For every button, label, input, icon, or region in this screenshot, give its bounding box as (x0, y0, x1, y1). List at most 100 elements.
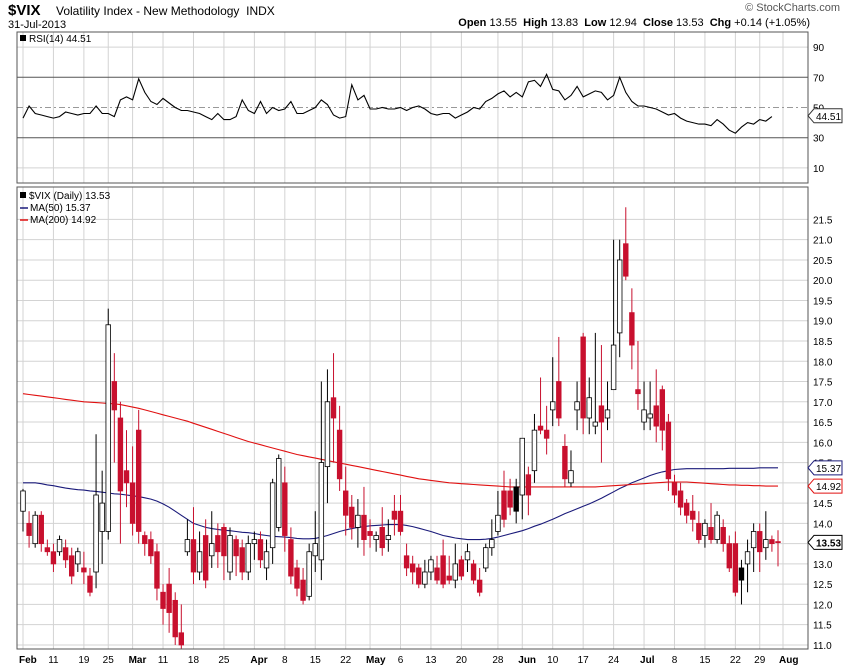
candle-body (367, 531, 373, 536)
candle (38, 511, 44, 552)
candle-body (775, 541, 781, 544)
candle (160, 584, 166, 625)
candle-body (184, 539, 191, 553)
x-tick-label: 8 (282, 655, 288, 666)
candle (111, 353, 118, 463)
candle-body (738, 567, 745, 581)
candle-body (32, 514, 38, 545)
candle-body (160, 591, 166, 609)
candle (470, 559, 477, 585)
rsi-tick-label: 30 (813, 134, 825, 145)
price-tick-label: 20.5 (813, 256, 833, 267)
rsi-tick-label: 90 (813, 43, 825, 54)
close-value-tag: 13.53 (807, 534, 843, 550)
x-tick-label: 11 (48, 655, 59, 666)
candle (154, 543, 160, 601)
candle (446, 555, 452, 585)
price-tick-label: 19.0 (813, 317, 833, 328)
candle (178, 604, 185, 649)
candle (574, 381, 580, 431)
candle (416, 563, 422, 589)
candle (677, 482, 684, 516)
price-tick-label: 17.5 (813, 378, 833, 389)
candle (233, 535, 239, 577)
candle-body (20, 490, 26, 512)
x-tick-label: 13 (425, 655, 437, 666)
candle (659, 385, 666, 451)
candle-body (574, 401, 580, 411)
candle-body (568, 470, 574, 484)
candle-body (306, 551, 312, 597)
candle-body (245, 543, 251, 573)
price-tick-label: 19.5 (813, 296, 833, 307)
candle-body (507, 490, 513, 508)
candle-body (38, 514, 44, 545)
candle (142, 531, 148, 556)
x-tick-label: 17 (578, 655, 590, 666)
candle (440, 539, 446, 589)
tag-box (807, 460, 843, 476)
candle (20, 488, 26, 532)
candle-body (647, 413, 653, 419)
candle-body (598, 405, 605, 423)
price-tick-label: 16.5 (813, 418, 833, 429)
candle-body (330, 397, 337, 419)
candle (56, 535, 63, 556)
candle-body (428, 559, 434, 573)
candle-body (166, 583, 172, 613)
candle (300, 567, 306, 605)
candle-body (452, 563, 458, 581)
x-tick-label: 20 (456, 655, 468, 666)
candle-body (501, 490, 507, 520)
candle-body (239, 547, 245, 573)
candle (647, 381, 653, 431)
ma200-value-tag: 14.92 (807, 478, 843, 494)
x-tick-label: 10 (547, 655, 559, 666)
candle (616, 239, 623, 358)
candle (312, 511, 318, 572)
x-tick-label: 6 (398, 655, 404, 666)
x-tick-label: Feb (19, 655, 37, 666)
candle (257, 531, 264, 568)
candle-body (93, 494, 99, 573)
candle (239, 539, 245, 581)
rsi-tag-box (807, 108, 843, 124)
price-tick-label: 18.5 (813, 337, 833, 348)
candle-body (726, 543, 732, 569)
x-tick-label: May (366, 655, 386, 666)
candle (209, 511, 215, 568)
candle-body (714, 514, 720, 540)
candle-body (50, 551, 57, 565)
candle (379, 507, 385, 556)
rsi-value-tag: 44.51 (807, 108, 843, 124)
candle-body (470, 563, 477, 581)
candle (543, 405, 550, 455)
price-tick-label: 16.0 (813, 438, 833, 449)
candle (720, 519, 726, 552)
candle (732, 531, 739, 597)
candle (708, 503, 714, 544)
rsi-frame (16, 31, 809, 184)
candle-body (550, 401, 556, 411)
candle-body (202, 535, 209, 581)
candle (135, 409, 142, 544)
candle-body (111, 381, 118, 411)
candle-body (763, 539, 769, 549)
ma200-legend: MA(200) 14.92 (30, 215, 97, 226)
candle (32, 511, 38, 548)
price-legend: $VIX (Daily) 13.53 (29, 191, 111, 202)
candle-body (123, 470, 130, 484)
candle (513, 478, 519, 524)
price-tick-label: 18.0 (813, 357, 833, 368)
candle-body (336, 429, 343, 480)
candle (434, 555, 440, 585)
candle (196, 531, 203, 581)
candle-body (690, 510, 696, 520)
candle (690, 495, 696, 532)
candle (556, 336, 562, 427)
candle (306, 543, 312, 601)
price-tick-label: 17.0 (813, 398, 833, 409)
candle (215, 523, 221, 568)
candle-body (318, 462, 325, 561)
